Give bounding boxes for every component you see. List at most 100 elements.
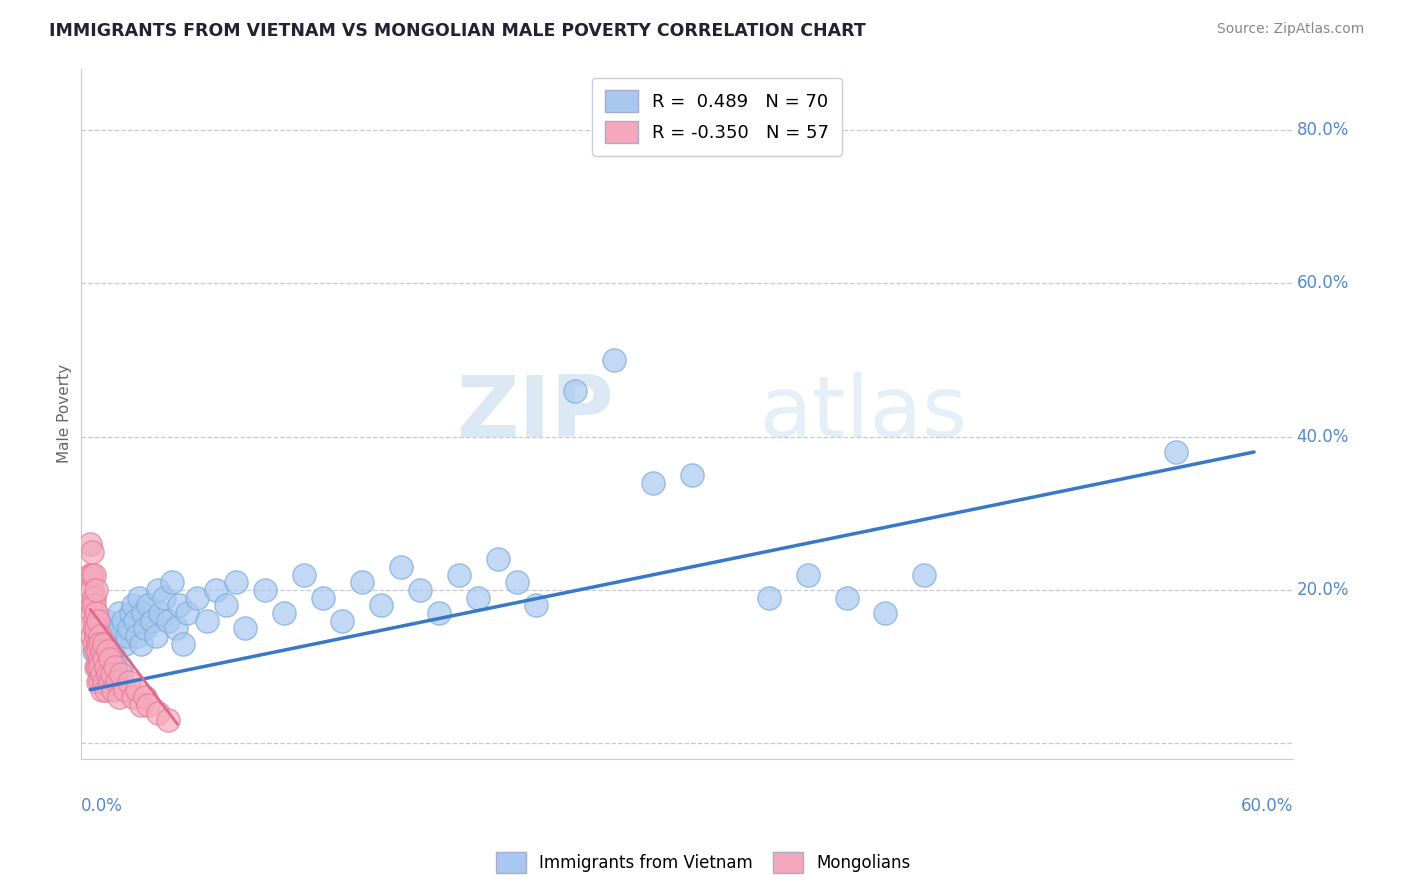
Point	[506, 575, 529, 590]
Point	[681, 468, 703, 483]
Point	[110, 659, 132, 673]
Text: Source: ZipAtlas.com: Source: ZipAtlas.com	[1216, 22, 1364, 37]
Text: 80.0%: 80.0%	[1296, 121, 1350, 139]
Point	[797, 567, 820, 582]
Point	[160, 575, 183, 590]
Point	[87, 659, 110, 673]
Point	[83, 621, 105, 635]
Point	[165, 621, 187, 635]
Point	[89, 629, 111, 643]
Point	[129, 698, 152, 712]
Legend: R =  0.489   N = 70, R = -0.350   N = 57: R = 0.489 N = 70, R = -0.350 N = 57	[592, 78, 842, 156]
Text: 0.0%: 0.0%	[80, 797, 122, 814]
Point	[176, 606, 198, 620]
Point	[82, 545, 104, 559]
Point	[125, 629, 148, 643]
Point	[82, 582, 104, 597]
Point	[89, 637, 111, 651]
Point	[186, 591, 208, 605]
Point	[169, 599, 191, 613]
Point	[87, 644, 110, 658]
Point	[105, 621, 128, 635]
Point	[103, 682, 125, 697]
Point	[83, 637, 105, 651]
Point	[89, 659, 111, 673]
Point	[90, 644, 112, 658]
Point	[875, 606, 897, 620]
Y-axis label: Male Poverty: Male Poverty	[58, 364, 72, 463]
Point	[253, 582, 276, 597]
Point	[350, 575, 373, 590]
Text: IMMIGRANTS FROM VIETNAM VS MONGOLIAN MALE POVERTY CORRELATION CHART: IMMIGRANTS FROM VIETNAM VS MONGOLIAN MAL…	[49, 22, 866, 40]
Point	[138, 698, 160, 712]
Point	[134, 690, 156, 705]
Point	[114, 682, 136, 697]
Point	[138, 599, 160, 613]
Point	[912, 567, 935, 582]
Point	[100, 667, 122, 681]
Point	[389, 560, 412, 574]
Point	[84, 621, 107, 635]
Point	[129, 637, 152, 651]
Point	[98, 652, 121, 666]
Point	[641, 475, 664, 490]
Point	[94, 614, 117, 628]
Point	[84, 629, 107, 643]
Point	[134, 621, 156, 635]
Point	[84, 582, 107, 597]
Point	[108, 690, 131, 705]
Point	[292, 567, 315, 582]
Point	[97, 644, 120, 658]
Point	[82, 606, 104, 620]
Point	[82, 599, 104, 613]
Text: 60.0%: 60.0%	[1240, 797, 1294, 814]
Point	[205, 582, 228, 597]
Point	[110, 667, 132, 681]
Point	[235, 621, 257, 635]
Point	[427, 606, 450, 620]
Point	[84, 629, 107, 643]
Point	[120, 606, 142, 620]
Point	[83, 644, 105, 658]
Point	[131, 606, 153, 620]
Point	[564, 384, 586, 398]
Point	[98, 629, 121, 643]
Point	[112, 614, 135, 628]
Point	[89, 637, 111, 651]
Point	[215, 599, 238, 613]
Point	[89, 652, 111, 666]
Point	[146, 582, 169, 597]
Point	[486, 552, 509, 566]
Point	[115, 629, 138, 643]
Point	[93, 652, 115, 666]
Point	[447, 567, 470, 582]
Point	[312, 591, 335, 605]
Point	[82, 567, 104, 582]
Point	[172, 637, 194, 651]
Point	[114, 637, 136, 651]
Point	[83, 567, 105, 582]
Point	[409, 582, 432, 597]
Point	[90, 667, 112, 681]
Point	[90, 621, 112, 635]
Point	[105, 675, 128, 690]
Point	[84, 644, 107, 658]
Point	[145, 629, 167, 643]
Point	[87, 614, 110, 628]
Point	[125, 682, 148, 697]
Point	[93, 675, 115, 690]
Point	[108, 606, 131, 620]
Point	[149, 606, 172, 620]
Point	[128, 591, 150, 605]
Point	[146, 706, 169, 720]
Text: 40.0%: 40.0%	[1296, 427, 1350, 446]
Text: 20.0%: 20.0%	[1296, 581, 1350, 599]
Point	[93, 652, 115, 666]
Point	[94, 659, 117, 673]
Point	[225, 575, 247, 590]
Point	[467, 591, 489, 605]
Point	[156, 614, 179, 628]
Point	[141, 614, 163, 628]
Point	[87, 675, 110, 690]
Point	[156, 714, 179, 728]
